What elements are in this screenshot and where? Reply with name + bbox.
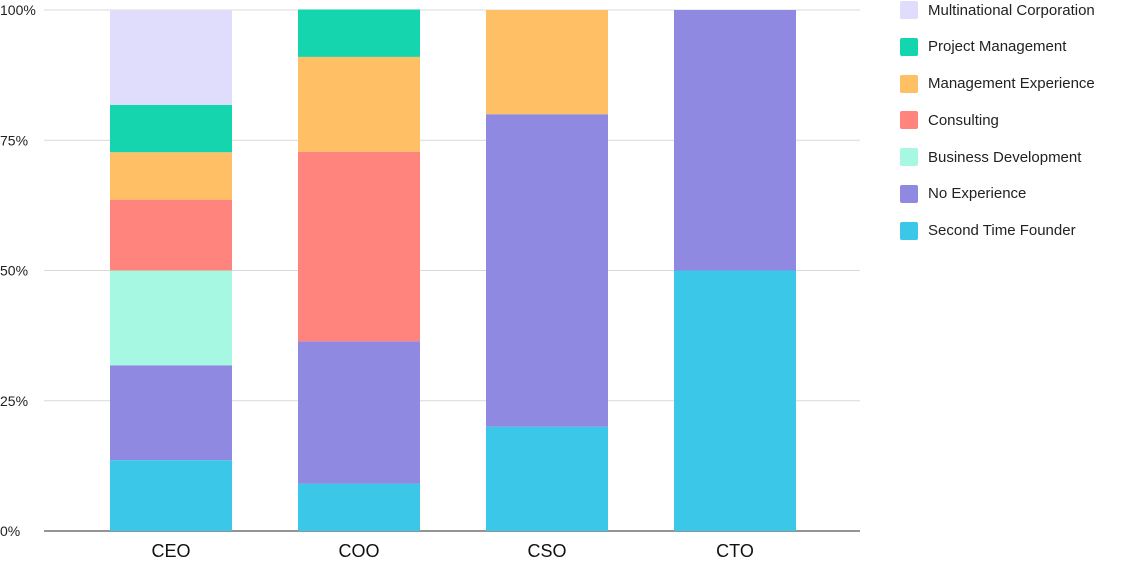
bar-segment-project-management — [298, 9, 420, 57]
legend-item: Management Experience — [900, 74, 1095, 94]
bar-segment-project-management — [110, 104, 232, 153]
x-tick-label: COO — [338, 541, 379, 561]
legend-item: Business Development — [900, 147, 1095, 167]
bar-segment-no-experience — [674, 10, 796, 271]
bar-segment-no-experience — [110, 365, 232, 461]
y-axis: 0% 25% 50% 75% 100% — [0, 2, 36, 539]
bar-segment-no-experience — [298, 341, 420, 484]
bar-segment-consulting — [110, 199, 232, 271]
legend-swatch — [900, 111, 918, 130]
bar-segment-second-time-founder — [110, 460, 232, 531]
bars — [110, 9, 796, 531]
bar-stack-ceo — [110, 10, 232, 531]
bar-segment-consulting — [298, 151, 420, 342]
legend-swatch — [900, 221, 918, 240]
legend-swatch — [900, 184, 918, 203]
bar-segment-second-time-founder — [674, 270, 796, 531]
x-tick-label: CSO — [527, 541, 566, 561]
legend-label: Project Management — [928, 38, 1067, 56]
legend-swatch — [900, 148, 918, 167]
bar-segment-management-experience — [110, 152, 232, 200]
bar-segment-multinational-corporation — [110, 10, 232, 105]
bar-segment-no-experience — [486, 114, 608, 427]
legend-label: Multinational Corporation — [928, 1, 1095, 19]
x-axis: CEO COO CSO CTO — [151, 541, 753, 561]
bar-segment-management-experience — [486, 10, 608, 115]
y-tick-label: 50% — [0, 263, 28, 279]
legend-item: Multinational Corporation — [900, 0, 1095, 20]
legend-item: Consulting — [900, 110, 1095, 130]
legend-label: Second Time Founder — [928, 222, 1076, 240]
legend-item: Second Time Founder — [900, 221, 1095, 241]
y-tick-label: 25% — [0, 393, 28, 409]
legend-swatch — [900, 74, 918, 93]
bar-stack-coo — [298, 9, 420, 531]
bar-segment-business-development — [110, 270, 232, 366]
legend-item: Project Management — [900, 37, 1095, 57]
x-tick-label: CEO — [151, 541, 190, 561]
y-tick-label: 100% — [0, 2, 36, 18]
legend-swatch — [900, 37, 918, 56]
legend: Multinational Corporation Project Managem… — [900, 0, 1095, 258]
y-tick-label: 0% — [0, 523, 20, 539]
y-tick-label: 75% — [0, 132, 28, 148]
legend-label: Consulting — [928, 111, 999, 129]
bar-stack-cto — [674, 10, 796, 531]
x-tick-label: CTO — [716, 541, 754, 561]
legend-label: Management Experience — [928, 75, 1095, 93]
bar-stack-cso — [486, 10, 608, 531]
legend-item: No Experience — [900, 184, 1095, 204]
legend-label: No Experience — [928, 185, 1027, 203]
stacked-bar-chart: 0% 25% 50% 75% 100% CEO COO CSO CTO — [0, 2, 860, 561]
bar-segment-second-time-founder — [486, 426, 608, 531]
legend-label: Business Development — [928, 148, 1082, 166]
bar-segment-management-experience — [298, 56, 420, 152]
bar-segment-second-time-founder — [298, 483, 420, 531]
legend-swatch — [900, 1, 918, 19]
